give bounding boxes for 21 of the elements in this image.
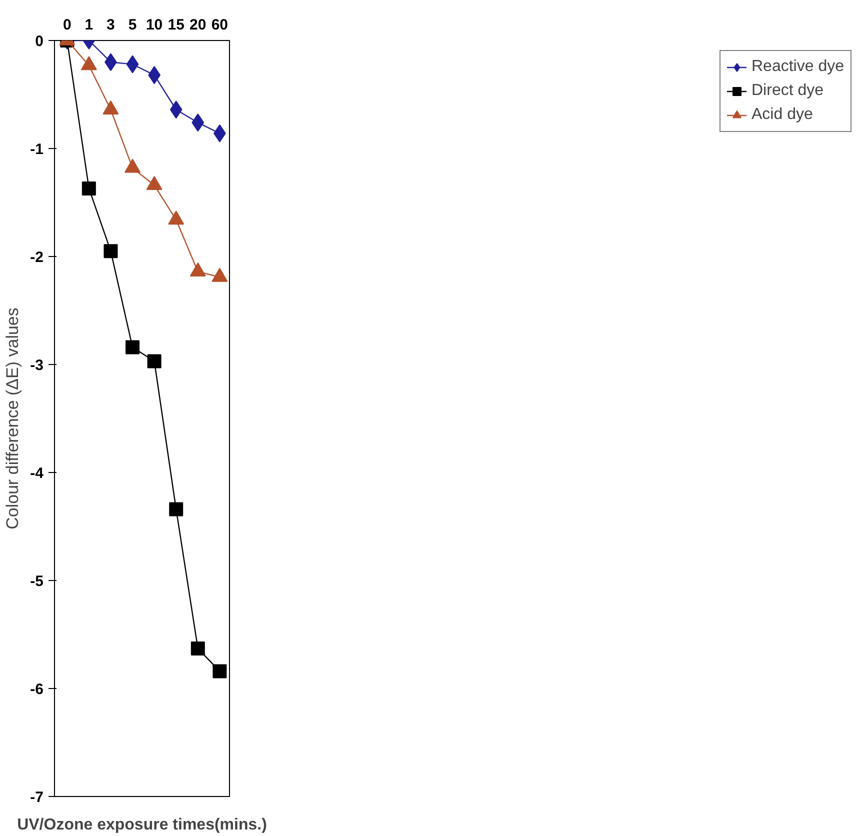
y-tick-label: -5 [30, 573, 44, 590]
legend-label: Direct dye [752, 82, 824, 100]
legend-label: Acid dye [752, 106, 813, 124]
y-tick-label: -7 [30, 789, 44, 806]
x-tick-label: 5 [128, 16, 137, 34]
x-tick-label: 3 [106, 16, 115, 34]
y-tick-label: -6 [30, 681, 44, 698]
x-axis-title: UV/Ozone exposure times(mins.) [17, 816, 267, 834]
y-axis-title: Colour difference (ΔE) values [3, 308, 22, 530]
x-tick-label: 0 [62, 16, 72, 34]
y-tick-label: -1 [30, 141, 44, 158]
y-tick-label: -2 [30, 249, 44, 266]
x-tick-label: 1 [84, 16, 94, 34]
x-tick-label: 10 [146, 16, 163, 34]
legend-label: Reactive dye [752, 58, 844, 76]
x-tick-label: 15 [168, 16, 184, 34]
y-tick-label: 0 [35, 33, 44, 50]
y-tick-label: -4 [30, 465, 44, 482]
x-tick-label: 20 [190, 16, 206, 34]
x-tick-label: 60 [211, 16, 228, 34]
y-tick-label: -3 [30, 357, 44, 374]
